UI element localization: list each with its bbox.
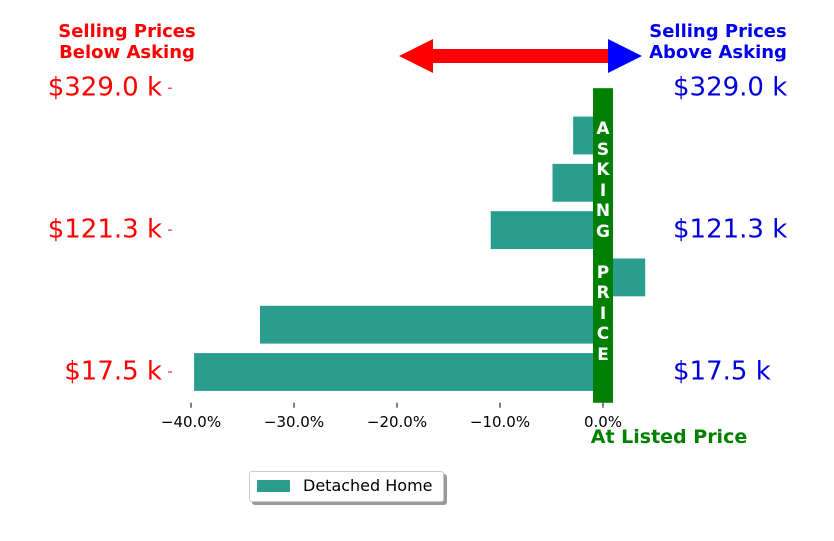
- y-tick-label-right: $329.0 k: [673, 73, 787, 103]
- y-tick-label-left: $329.0 k: [48, 73, 162, 103]
- bar: [490, 211, 603, 250]
- x-tick-label: −40.0%: [161, 413, 221, 431]
- legend-label: Detached Home: [303, 476, 433, 495]
- bar: [194, 353, 603, 391]
- bar: [260, 305, 603, 344]
- x-tick-label: −20.0%: [367, 413, 427, 431]
- arrow-head-left: [399, 39, 433, 73]
- legend-swatch: [257, 480, 290, 492]
- y-tick-label-right: $17.5 k: [673, 357, 771, 387]
- x-tick-label: −30.0%: [264, 413, 324, 431]
- y-tick-label-left: $121.3 k: [48, 215, 162, 245]
- x-tick-label: −10.0%: [470, 413, 530, 431]
- listed-note: At Listed Price: [590, 426, 748, 448]
- y-tick-label-left: $17.5 k: [64, 357, 162, 387]
- asking-band: [593, 88, 613, 403]
- x-tick-label: 0.0%: [584, 413, 622, 431]
- below-note: Selling Prices Below Asking: [58, 21, 196, 63]
- legend: Detached Home: [249, 471, 444, 502]
- above-note: Selling Prices Above Asking: [649, 21, 787, 63]
- arrow-head-right: [608, 39, 642, 73]
- y-tick-label-right: $121.3 k: [673, 215, 787, 245]
